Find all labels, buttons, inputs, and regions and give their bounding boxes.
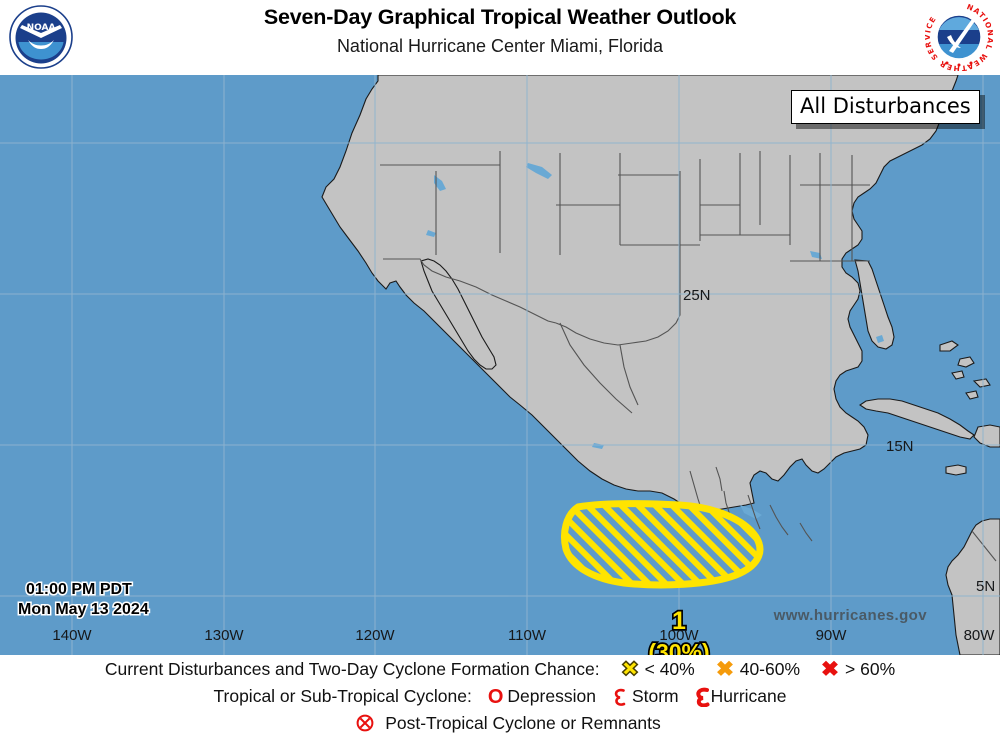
lon-label-100w: 100W: [659, 627, 699, 644]
disturbance-1-chance: (30%): [648, 639, 709, 655]
lon-label-90w: 90W: [816, 627, 848, 644]
header-title-block: Seven-Day Graphical Tropical Weather Out…: [110, 4, 890, 58]
legend-hurricane: Hurricane: [695, 686, 787, 707]
legend-line1-label: Current Disturbances and Two-Day Cyclone…: [104, 658, 600, 679]
x-marker-red-icon: ✖: [820, 657, 840, 681]
jamaica-island: [945, 464, 967, 476]
legend-chance-gt60-label: > 60%: [845, 658, 896, 679]
land-masses: [321, 75, 1000, 655]
map-canvas[interactable]: 1 (30%) 25N 15N 5N 140W 130W 120W 110W 1…: [0, 75, 1000, 655]
legend-formation-chance-row: Current Disturbances and Two-Day Cyclone…: [0, 655, 1000, 683]
graticule: [0, 75, 1000, 655]
legend-chance-40-60: ✖ 40-60%: [715, 659, 800, 680]
legend-post-tropical-label: Post-Tropical Cyclone or Remnants: [385, 712, 661, 733]
disturbance-1-number: 1: [672, 607, 686, 635]
disturbance-area-1: [561, 500, 764, 589]
inland-water: [426, 163, 884, 519]
baja-california-peninsula: [420, 258, 497, 370]
legend-chance-lt40-label: < 40%: [644, 658, 695, 679]
legend-depression-label: Depression: [507, 686, 596, 706]
legend-line2-label: Tropical or Sub-Tropical Cyclone:: [213, 686, 472, 706]
lat-label-25n: 25N: [683, 287, 711, 304]
legend-cyclone-types-row: Tropical or Sub-Tropical Cyclone: O Depr…: [0, 683, 1000, 710]
page-subtitle: National Hurricane Center Miami, Florida: [336, 36, 664, 56]
lon-label-120w: 120W: [355, 627, 395, 644]
legend-post-tropical-row: Post-Tropical Cyclone or Remnants: [0, 710, 1000, 736]
x-marker-orange-icon: ✖: [715, 657, 734, 681]
lat-label-15n: 15N: [886, 438, 914, 455]
legend-chance-gt60: ✖ > 60%: [820, 659, 895, 680]
hurricane-swirl-icon: [696, 687, 710, 707]
timestamp-time: 01:00 PM PDT: [26, 581, 132, 598]
nws-logo: NATIONAL WEATHER SERVICE: [925, 3, 993, 71]
page-header: NOAA Seven-Day Graphical Tropical Weathe…: [0, 0, 1000, 75]
map-graphics: 1 (30%) 25N 15N 5N 140W 130W 120W 110W 1…: [0, 75, 1000, 655]
legend-storm-label: Storm: [631, 686, 679, 706]
map-legend: Current Disturbances and Two-Day Cyclone…: [0, 655, 1000, 738]
legend-chance-40-60-label: 40-60%: [739, 658, 801, 679]
north-america-landmass: [321, 75, 959, 512]
noaa-logo: NOAA: [9, 5, 73, 69]
storm-swirl-icon: [614, 688, 626, 706]
lon-label-110w: 110W: [508, 627, 547, 644]
timestamp-date: Mon May 13 2024: [18, 601, 149, 618]
lon-label-140w: 140W: [52, 627, 92, 644]
svg-text:NOAA: NOAA: [27, 23, 56, 33]
legend-depression: O Depression: [488, 686, 596, 707]
legend-chance-lt40: ✖ < 40%: [620, 657, 695, 681]
cuba-island: [859, 398, 975, 440]
all-disturbances-mode-box[interactable]: All Disturbances: [791, 90, 980, 124]
legend-hurricane-label: Hurricane: [710, 686, 787, 706]
depression-circle-icon: O: [487, 685, 504, 708]
lat-label-5n: 5N: [976, 578, 995, 595]
lon-label-130w: 130W: [204, 627, 244, 644]
post-tropical-x-circle-icon: [356, 714, 374, 732]
florida-peninsula: [854, 259, 895, 350]
page-title: Seven-Day Graphical Tropical Weather Out…: [263, 5, 737, 29]
lon-label-80w: 80W: [964, 627, 996, 644]
site-watermark: www.hurricanes.gov: [773, 607, 928, 624]
all-disturbances-label: All Disturbances: [800, 94, 971, 118]
administrative-borders: [380, 151, 997, 562]
hispaniola-island: [973, 424, 1000, 448]
south-america-landmass: [945, 518, 1000, 655]
x-marker-yellow-icon: ✖: [620, 657, 639, 681]
legend-storm: Storm: [612, 686, 679, 707]
legend-post-tropical: Post-Tropical Cyclone or Remnants: [355, 713, 661, 734]
bahamas-islands: [939, 340, 991, 400]
